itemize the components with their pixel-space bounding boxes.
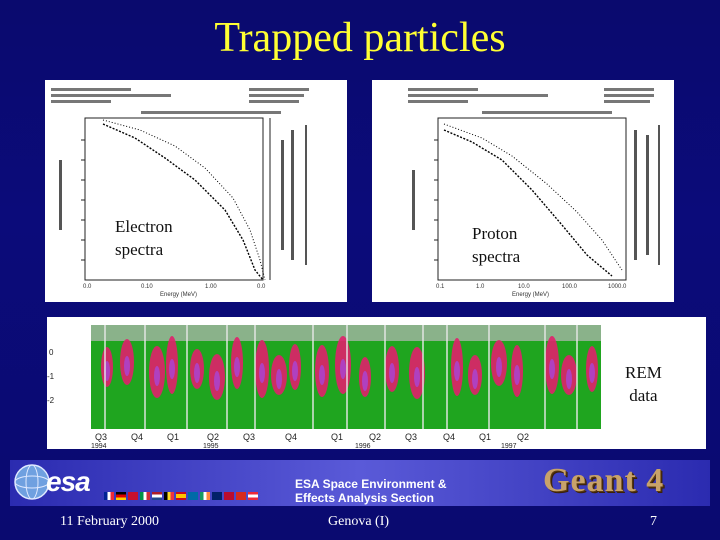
rem-hotspot-core: [276, 369, 282, 389]
rem-data-panel: 0 -1 -2 Q3 Q4 Q1 Q2 Q3 Q4 Q1 Q2 Q3 Q4 Q1 Q2 1994 199…: [47, 317, 706, 450]
footer-banner: [10, 460, 710, 506]
proton-spectra-plot: 0.1 1.0 10.0 100.0 1000.0 Energy (MeV): [408, 88, 660, 298]
rem-hotspot-core: [549, 359, 555, 379]
rem-hotspot-core: [214, 371, 220, 391]
rem-intensity-blobs: [101, 336, 598, 400]
page-number: 7: [650, 514, 657, 529]
rem-x-tick: Q4: [131, 432, 143, 442]
electron-x-tick: 0.0: [83, 284, 92, 290]
rem-hotspot-core: [589, 363, 595, 383]
rem-hotspot-core: [259, 363, 265, 383]
proton-spectra-label: Proton spectra: [472, 224, 521, 266]
esa-logo-text: esa: [46, 466, 91, 497]
rem-hotspot-core: [566, 369, 572, 389]
proton-x-tick: 100.0: [562, 284, 578, 290]
rem-data-plot: 0 -1 -2 Q3 Q4 Q1 Q2 Q3 Q4 Q1 Q2 Q3 Q4 Q1 Q2 1994 199…: [47, 325, 601, 450]
electron-spectra-plot: 0.0 0.10 1.00 0.0 Energy (MeV): [51, 88, 309, 298]
footer-place: Genova (I): [328, 514, 390, 529]
rem-hotspot-core: [514, 365, 520, 385]
rem-hotspot-core: [340, 359, 346, 379]
rem-hotspot-core: [454, 361, 460, 381]
rem-year-label: 1995: [203, 443, 219, 449]
rem-year-label: 1997: [501, 443, 517, 449]
electron-x-label: Energy (MeV): [160, 292, 197, 298]
rem-hotspot-core: [496, 357, 502, 377]
esa-logo: [14, 464, 50, 500]
proton-x-tick: 1000.0: [608, 284, 627, 290]
proton-x-tick: 0.1: [436, 284, 445, 290]
electron-spectra-panel: 0.0 0.10 1.00 0.0 Energy (MeV) Electron …: [45, 80, 347, 302]
rem-x-tick: Q1: [167, 432, 179, 442]
rem-year-label: 1996: [355, 443, 371, 449]
rem-x-tick: Q3: [95, 432, 107, 442]
rem-data-label: REM data: [625, 363, 662, 405]
rem-x-tick: Q1: [331, 432, 343, 442]
proton-x-tick: 1.0: [476, 284, 485, 290]
rem-y-tick: -1: [47, 372, 55, 381]
rem-hotspot-core: [169, 359, 175, 379]
section-name: ESA Space Environment & Effects Analysis…: [295, 477, 447, 505]
rem-hotspot-core: [472, 369, 478, 389]
rem-hotspot-core: [389, 363, 395, 383]
rem-x-tick: Q2: [369, 432, 381, 442]
rem-x-tick: Q1: [479, 432, 491, 442]
rem-x-tick: Q2: [517, 432, 529, 442]
rem-y-tick: 0: [49, 348, 54, 357]
rem-x-tick: Q4: [285, 432, 297, 442]
proton-x-label: Energy (MeV): [512, 292, 549, 298]
proton-spectra-panel: 0.1 1.0 10.0 100.0 1000.0 Energy (MeV) P…: [372, 80, 674, 302]
slide-title: Trapped particles: [214, 15, 506, 61]
electron-spectra-label: Electron spectra: [115, 217, 173, 259]
rem-hotspot-core: [124, 356, 130, 376]
rem-hotspot-core: [414, 367, 420, 387]
electron-x-tick: 0.0: [257, 284, 266, 290]
rem-x-tick: Q3: [243, 432, 255, 442]
footer-date: 11 February 2000: [60, 514, 160, 529]
geant4-logo: Geant 4: [543, 462, 665, 499]
rem-hotspot-core: [234, 357, 240, 377]
rem-hotspot-core: [319, 365, 325, 385]
member-state-flags: [104, 492, 258, 500]
rem-x-tick: Q3: [405, 432, 417, 442]
rem-hotspot-core: [194, 363, 200, 383]
rem-y-tick: -2: [47, 396, 55, 405]
rem-x-tick: Q4: [443, 432, 455, 442]
electron-x-tick: 0.10: [141, 284, 153, 290]
rem-hotspot-core: [292, 361, 298, 381]
electron-x-tick: 1.00: [205, 284, 217, 290]
rem-hotspot-core: [154, 366, 160, 386]
rem-x-tick: Q2: [207, 432, 219, 442]
rem-year-label: 1994: [91, 443, 107, 449]
proton-x-tick: 10.0: [518, 284, 530, 290]
rem-hotspot-core: [362, 371, 368, 391]
